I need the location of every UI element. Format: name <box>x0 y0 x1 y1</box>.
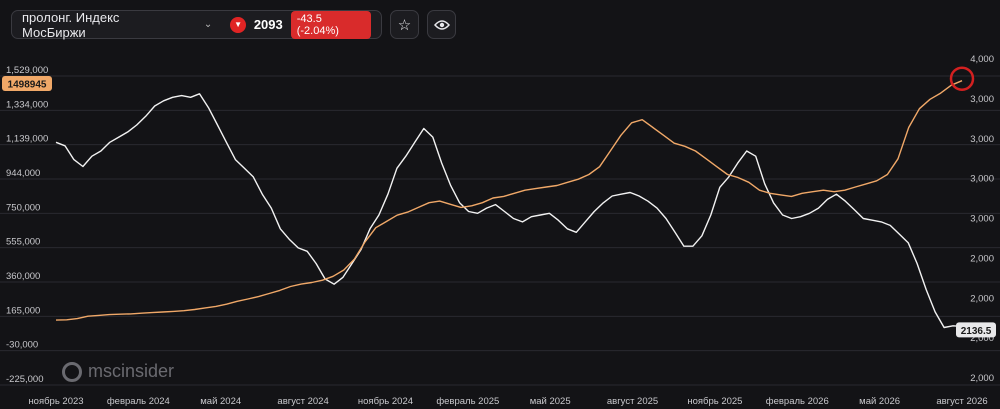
right-axis-tick: 3,000 <box>970 134 994 145</box>
x-axis-tick: февраль 2024 <box>107 396 170 407</box>
instrument-name: пролонг. Индекс МосБиржи <box>22 9 120 40</box>
volume-line-series <box>55 80 963 321</box>
chevron-down-icon[interactable]: ⌄ <box>203 19 213 30</box>
index-line-series <box>55 93 963 329</box>
right-axis-tick: 3,000 <box>970 174 994 185</box>
triangle-down-icon: ▼ <box>230 16 246 33</box>
star-icon: ☆ <box>397 16 412 34</box>
instrument-selector[interactable]: пролонг. Индекс МосБиржи ⌄ ▼ 2093 -43.5 … <box>11 9 382 40</box>
x-axis-tick: февраль 2026 <box>766 396 829 407</box>
right-axis-tick: 2,000 <box>970 293 994 304</box>
right-axis-tick: 2,000 <box>970 373 994 384</box>
left-axis-tick: 165,000 <box>6 305 40 316</box>
x-axis-tick: август 2025 <box>607 396 658 407</box>
brand-logo: mscinsider <box>62 361 174 382</box>
price-change-badge: -43.5 (-2.04%) <box>290 10 371 39</box>
left-last-value-tag <box>2 76 52 91</box>
right-last-value-tag <box>956 322 996 338</box>
x-axis-tick: ноябрь 2023 <box>28 396 83 407</box>
left-axis-tick: 360,000 <box>6 271 40 282</box>
highlight-ring-marker <box>949 66 975 91</box>
right-axis-tick: 3,000 <box>970 214 994 225</box>
watch-button[interactable] <box>427 10 456 39</box>
left-axis-tick: 1,334,000 <box>6 99 48 110</box>
right-axis-tick: 3,000 <box>970 94 994 105</box>
x-axis-tick: май 2024 <box>200 396 241 407</box>
x-axis-tick: ноябрь 2025 <box>687 396 742 407</box>
last-price: 2093 <box>253 17 283 32</box>
x-axis-tick: февраль 2025 <box>436 396 499 407</box>
right-last-value-label: 2136.5 <box>961 326 992 337</box>
right-axis-tick: 4,000 <box>970 54 994 65</box>
left-axis-tick: -30,000 <box>6 340 38 351</box>
left-axis-tick: 750,000 <box>6 202 40 213</box>
brand-logo-icon <box>62 361 82 382</box>
x-axis-tick: август 2026 <box>936 396 987 407</box>
right-axis-tick: 2,000 <box>970 253 994 264</box>
x-axis-tick: ноябрь 2024 <box>358 396 413 407</box>
left-last-value-label: 1498945 <box>8 80 47 91</box>
left-axis-tick: 1,529,000 <box>6 65 48 76</box>
eye-icon <box>433 19 450 30</box>
brand-name: mscinsider <box>88 361 175 381</box>
favorite-button[interactable]: ☆ <box>390 10 419 39</box>
x-axis-tick: август 2024 <box>277 396 328 407</box>
left-axis-tick: 1,139,000 <box>6 134 48 145</box>
toolbar: пролонг. Индекс МосБиржи ⌄ ▼ 2093 -43.5 … <box>11 9 456 40</box>
right-axis-tick: 2,000 <box>970 333 994 344</box>
x-axis-tick: май 2025 <box>530 396 571 407</box>
left-axis-tick: 944,000 <box>6 168 40 179</box>
x-axis-tick: май 2026 <box>859 396 900 407</box>
left-axis-tick: -225,000 <box>6 374 44 385</box>
left-axis-tick: 555,000 <box>6 237 40 248</box>
